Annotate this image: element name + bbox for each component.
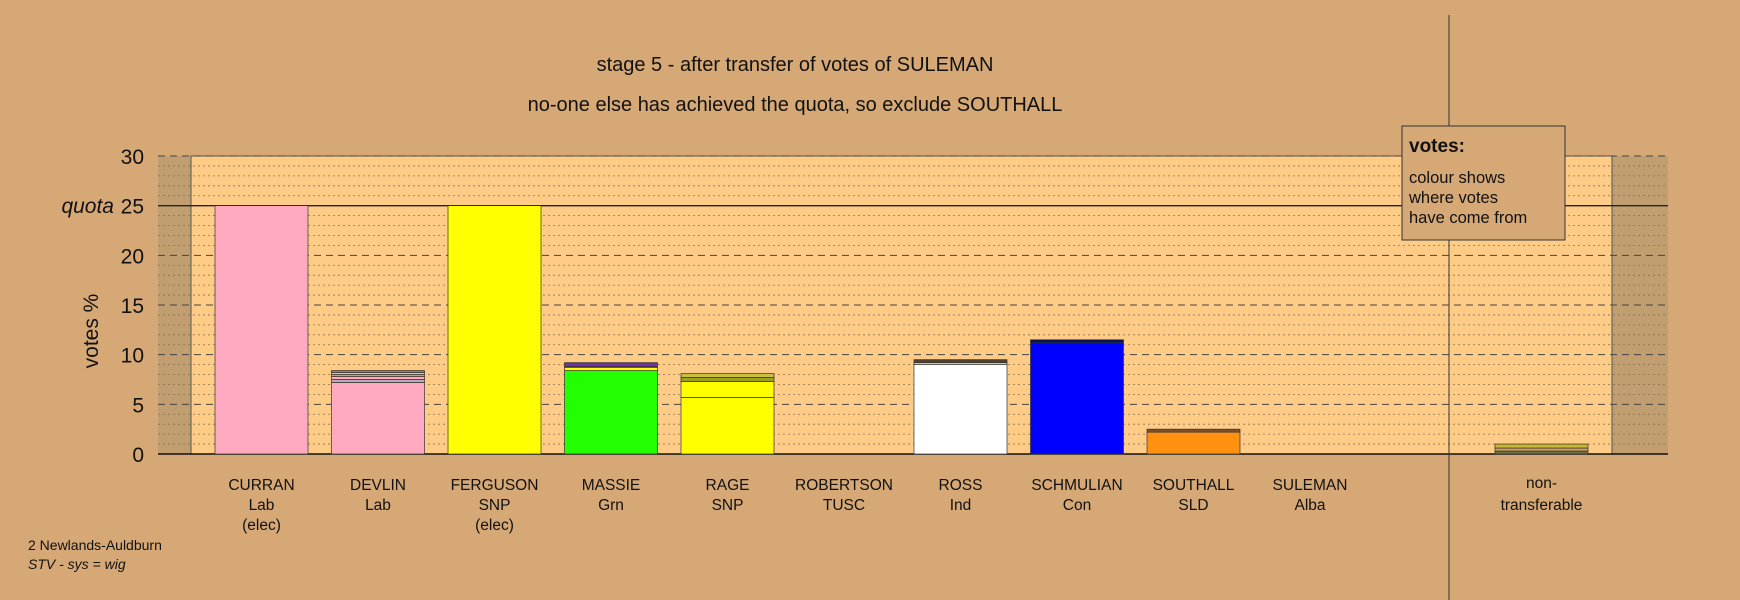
bar-nontransferable-segment [1494,450,1589,455]
bar-rage-segment [680,373,775,378]
bar-nontransferable-segment [1494,447,1589,452]
category-label: SULEMAN [1273,477,1348,494]
nontransferable-label: transferable [1501,497,1583,514]
category-label: Alba [1294,497,1325,514]
bar-massie-segment [564,370,658,455]
y-tick-label: 0 [132,444,144,467]
category-label: SOUTHALL [1153,477,1235,494]
legend-title: votes: [1409,136,1465,157]
bar-ferguson-segment [447,205,542,455]
quota-label: quota [61,195,114,218]
y-tick-label: 15 [121,295,144,318]
bar-massie-segment [564,362,658,367]
bar-nontransferable-segment [1494,443,1589,449]
category-label: TUSC [823,497,865,514]
category-label: Ind [950,497,972,514]
category-label: ROSS [939,477,983,494]
bar-devlin-segment [331,370,425,373]
bar-rage-segment [680,397,775,455]
y-tick-label: 20 [121,245,144,268]
bar-devlin-segment [331,376,425,380]
bar-ross-segment [913,364,1008,455]
bar-massie-segment [564,367,658,371]
category-label: (elec) [475,517,514,534]
legend-line: have come from [1409,209,1527,227]
category-label: SNP [712,497,744,514]
category-label: DEVLIN [350,477,406,494]
category-label: MASSIE [582,477,641,494]
category-label: FERGUSON [451,477,539,494]
bar-ross-segment [913,359,1008,363]
category-label: ROBERTSON [795,477,893,494]
y-axis-label: votes % [80,294,103,369]
bar-devlin-segment [331,379,425,383]
y-tick-label: 10 [121,345,144,368]
y-tick-label: 5 [132,394,144,417]
category-label: CURRAN [228,477,294,494]
bar-southall-segment [1146,431,1241,455]
ward-name: 2 Newlands-Auldburn [28,537,162,553]
bar-devlin-segment [331,382,425,455]
legend-line: colour shows [1409,169,1505,187]
category-label: Grn [598,497,624,514]
bar-schmulian-segment [1030,339,1124,344]
category-label: SNP [479,497,511,514]
chart-subtitle: no-one else has achieved the quota, so e… [528,94,1063,116]
legend: votes: colour shows where votes have com… [1401,125,1566,241]
category-label: Lab [249,497,275,514]
bar-rage-segment [680,381,775,398]
category-label: SCHMULIAN [1031,477,1122,494]
chart-title: stage 5 - after transfer of votes of SUL… [597,54,994,76]
bar-rage-segment [680,377,775,382]
category-label: RAGE [706,477,750,494]
category-label: Con [1063,497,1091,514]
system-label: STV - sys = wig [28,556,126,572]
category-label: (elec) [242,517,281,534]
nontransferable-label: non- [1526,475,1557,492]
category-label: SLD [1178,497,1208,514]
bar-southall-segment [1146,428,1241,433]
category-label: Lab [365,497,391,514]
y-tick-label: 30 [121,146,144,169]
legend-line: where votes [1408,189,1498,207]
y-tick-label: 25 [121,196,144,219]
bar-curran-segment [214,205,309,455]
bar-schmulian-segment [1030,342,1124,455]
legend-box [1401,125,1566,241]
